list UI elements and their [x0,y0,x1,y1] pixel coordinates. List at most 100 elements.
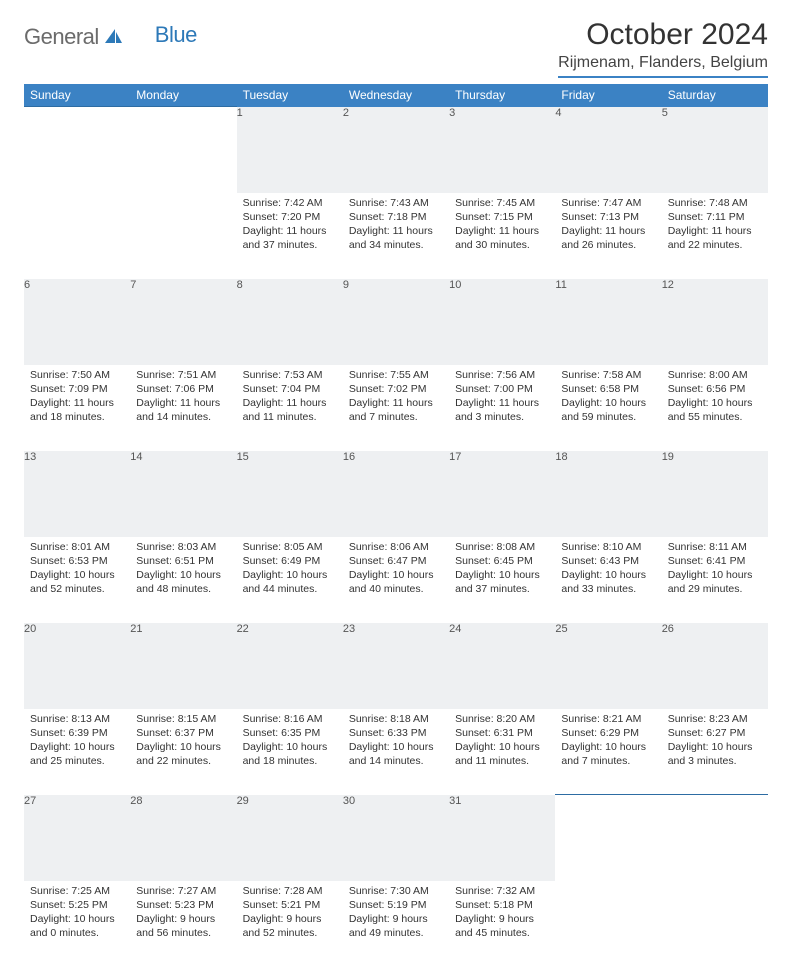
day-content: Sunrise: 7:30 AMSunset: 5:19 PMDaylight:… [343,881,449,947]
day-content: Sunrise: 7:56 AMSunset: 7:00 PMDaylight:… [449,365,555,431]
day-number-cell: 10 [449,279,555,365]
day-content: Sunrise: 8:20 AMSunset: 6:31 PMDaylight:… [449,709,555,775]
day-number-cell: 11 [555,279,661,365]
day-content: Sunrise: 7:53 AMSunset: 7:04 PMDaylight:… [237,365,343,431]
day-content: Sunrise: 8:08 AMSunset: 6:45 PMDaylight:… [449,537,555,603]
day-content-cell: Sunrise: 7:28 AMSunset: 5:21 PMDaylight:… [237,881,343,967]
day-content-cell [130,193,236,279]
day-content-cell: Sunrise: 8:10 AMSunset: 6:43 PMDaylight:… [555,537,661,623]
day-content-cell: Sunrise: 8:08 AMSunset: 6:45 PMDaylight:… [449,537,555,623]
day-number-cell: 30 [343,795,449,881]
day-content-cell: Sunrise: 7:55 AMSunset: 7:02 PMDaylight:… [343,365,449,451]
weekday-header: Thursday [449,84,555,107]
day-number-cell: 16 [343,451,449,537]
day-content-cell: Sunrise: 8:16 AMSunset: 6:35 PMDaylight:… [237,709,343,795]
day-content: Sunrise: 7:32 AMSunset: 5:18 PMDaylight:… [449,881,555,947]
day-content: Sunrise: 7:58 AMSunset: 6:58 PMDaylight:… [555,365,661,431]
day-content: Sunrise: 8:10 AMSunset: 6:43 PMDaylight:… [555,537,661,603]
day-number-cell: 4 [555,107,661,193]
day-content: Sunrise: 8:13 AMSunset: 6:39 PMDaylight:… [24,709,130,775]
day-content-cell: Sunrise: 8:00 AMSunset: 6:56 PMDaylight:… [662,365,768,451]
title-block: October 2024 Rijmenam, Flanders, Belgium [558,18,768,78]
day-content-cell: Sunrise: 7:58 AMSunset: 6:58 PMDaylight:… [555,365,661,451]
day-content: Sunrise: 8:21 AMSunset: 6:29 PMDaylight:… [555,709,661,775]
sail-icon [103,27,123,50]
day-number-cell [130,107,236,193]
day-content: Sunrise: 7:47 AMSunset: 7:13 PMDaylight:… [555,193,661,259]
day-content-cell: Sunrise: 8:05 AMSunset: 6:49 PMDaylight:… [237,537,343,623]
day-number-cell: 20 [24,623,130,709]
day-number-cell: 8 [237,279,343,365]
weekday-header: Wednesday [343,84,449,107]
day-content-cell: Sunrise: 8:21 AMSunset: 6:29 PMDaylight:… [555,709,661,795]
brand-text-2: Blue [155,22,197,48]
header: General Blue October 2024 Rijmenam, Flan… [24,18,768,78]
day-number-cell: 31 [449,795,555,881]
day-number-cell: 19 [662,451,768,537]
day-number-cell [662,795,768,881]
day-content-cell [662,881,768,967]
day-number-cell: 27 [24,795,130,881]
day-content-cell: Sunrise: 7:48 AMSunset: 7:11 PMDaylight:… [662,193,768,279]
day-content-cell: Sunrise: 7:25 AMSunset: 5:25 PMDaylight:… [24,881,130,967]
day-content: Sunrise: 7:50 AMSunset: 7:09 PMDaylight:… [24,365,130,431]
day-number-cell [555,795,661,881]
day-number-cell: 21 [130,623,236,709]
day-content-cell: Sunrise: 7:51 AMSunset: 7:06 PMDaylight:… [130,365,236,451]
day-content: Sunrise: 7:25 AMSunset: 5:25 PMDaylight:… [24,881,130,947]
day-content-cell [24,193,130,279]
day-content-cell: Sunrise: 7:50 AMSunset: 7:09 PMDaylight:… [24,365,130,451]
day-content: Sunrise: 7:42 AMSunset: 7:20 PMDaylight:… [237,193,343,259]
day-content-cell [555,881,661,967]
day-number-cell: 22 [237,623,343,709]
location: Rijmenam, Flanders, Belgium [558,54,768,72]
day-content: Sunrise: 8:03 AMSunset: 6:51 PMDaylight:… [130,537,236,603]
day-number-cell: 17 [449,451,555,537]
day-number-cell: 26 [662,623,768,709]
day-content: Sunrise: 8:15 AMSunset: 6:37 PMDaylight:… [130,709,236,775]
day-content: Sunrise: 7:28 AMSunset: 5:21 PMDaylight:… [237,881,343,947]
day-content-cell: Sunrise: 7:56 AMSunset: 7:00 PMDaylight:… [449,365,555,451]
day-number-cell: 28 [130,795,236,881]
day-number-cell: 9 [343,279,449,365]
day-number-cell: 1 [237,107,343,193]
day-number-cell: 18 [555,451,661,537]
day-content: Sunrise: 7:55 AMSunset: 7:02 PMDaylight:… [343,365,449,431]
brand-text-1: General [24,24,99,50]
day-content: Sunrise: 8:06 AMSunset: 6:47 PMDaylight:… [343,537,449,603]
day-number-cell: 23 [343,623,449,709]
day-content-cell: Sunrise: 7:27 AMSunset: 5:23 PMDaylight:… [130,881,236,967]
day-content-cell: Sunrise: 7:30 AMSunset: 5:19 PMDaylight:… [343,881,449,967]
day-number-cell [24,107,130,193]
day-content-cell: Sunrise: 8:18 AMSunset: 6:33 PMDaylight:… [343,709,449,795]
day-number-cell: 14 [130,451,236,537]
day-content-cell: Sunrise: 8:01 AMSunset: 6:53 PMDaylight:… [24,537,130,623]
day-number-cell: 15 [237,451,343,537]
title-underline [558,76,768,78]
day-content: Sunrise: 8:16 AMSunset: 6:35 PMDaylight:… [237,709,343,775]
day-content-cell: Sunrise: 7:45 AMSunset: 7:15 PMDaylight:… [449,193,555,279]
day-content-cell: Sunrise: 8:13 AMSunset: 6:39 PMDaylight:… [24,709,130,795]
weekday-header: Sunday [24,84,130,107]
day-content: Sunrise: 8:23 AMSunset: 6:27 PMDaylight:… [662,709,768,775]
day-content-cell: Sunrise: 8:03 AMSunset: 6:51 PMDaylight:… [130,537,236,623]
day-content-cell: Sunrise: 8:15 AMSunset: 6:37 PMDaylight:… [130,709,236,795]
weekday-header: Friday [555,84,661,107]
calendar-body: 12345Sunrise: 7:42 AMSunset: 7:20 PMDayl… [24,107,768,967]
day-content: Sunrise: 8:11 AMSunset: 6:41 PMDaylight:… [662,537,768,603]
day-content: Sunrise: 8:01 AMSunset: 6:53 PMDaylight:… [24,537,130,603]
day-number-cell: 3 [449,107,555,193]
day-content: Sunrise: 8:18 AMSunset: 6:33 PMDaylight:… [343,709,449,775]
day-number-cell: 7 [130,279,236,365]
day-content-cell: Sunrise: 8:23 AMSunset: 6:27 PMDaylight:… [662,709,768,795]
day-content-cell: Sunrise: 8:20 AMSunset: 6:31 PMDaylight:… [449,709,555,795]
weekday-header: Monday [130,84,236,107]
day-content: Sunrise: 7:51 AMSunset: 7:06 PMDaylight:… [130,365,236,431]
day-number-cell: 12 [662,279,768,365]
page: General Blue October 2024 Rijmenam, Flan… [0,0,792,967]
day-content: Sunrise: 7:27 AMSunset: 5:23 PMDaylight:… [130,881,236,947]
day-number-cell: 24 [449,623,555,709]
day-number-cell: 6 [24,279,130,365]
day-content-cell: Sunrise: 7:42 AMSunset: 7:20 PMDaylight:… [237,193,343,279]
day-number-cell: 5 [662,107,768,193]
